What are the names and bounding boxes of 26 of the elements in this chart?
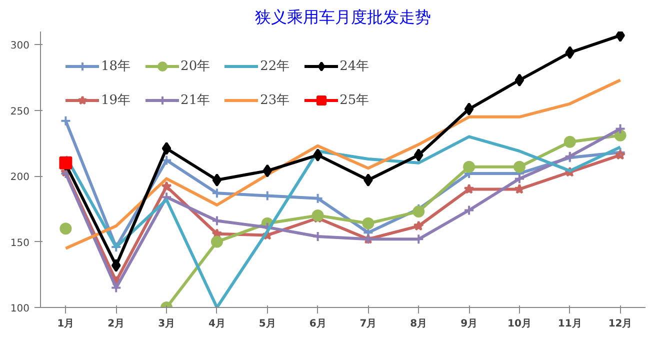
x-tick-label: 3月 (158, 318, 176, 330)
x-tick-label: 4月 (208, 318, 226, 330)
legend-label: 24年 (340, 58, 370, 75)
x-tick-label: 11月 (558, 318, 582, 330)
x-tick-label: 8月 (410, 318, 428, 330)
y-tick-label: 250 (10, 106, 30, 118)
y-tick-label: 300 (10, 40, 30, 52)
x-tick-label: 5月 (258, 318, 276, 330)
x-tick-label: 2月 (108, 318, 125, 330)
x-tick-label: 1月 (57, 318, 74, 330)
legend-label: 20年 (180, 58, 210, 75)
y-tick-label: 200 (10, 172, 30, 184)
legend-label: 23年 (260, 92, 290, 109)
x-tick-label: 7月 (360, 318, 377, 330)
legend-label: 25年 (340, 92, 370, 109)
legend-label: 19年 (101, 92, 131, 109)
x-tick-label: 10月 (508, 318, 532, 330)
x-tick-label: 9月 (460, 318, 478, 330)
chart-title: 狭义乘用车月度批发走势 (255, 8, 431, 26)
x-tick-label: 6月 (309, 318, 326, 330)
legend-label: 22年 (260, 58, 290, 75)
y-tick-label: 150 (10, 238, 30, 249)
legend-label: 18年 (101, 58, 131, 75)
y-tick-label: 100 (10, 304, 30, 314)
legend-label: 21年 (180, 92, 210, 109)
x-tick-label: 12月 (608, 318, 632, 330)
